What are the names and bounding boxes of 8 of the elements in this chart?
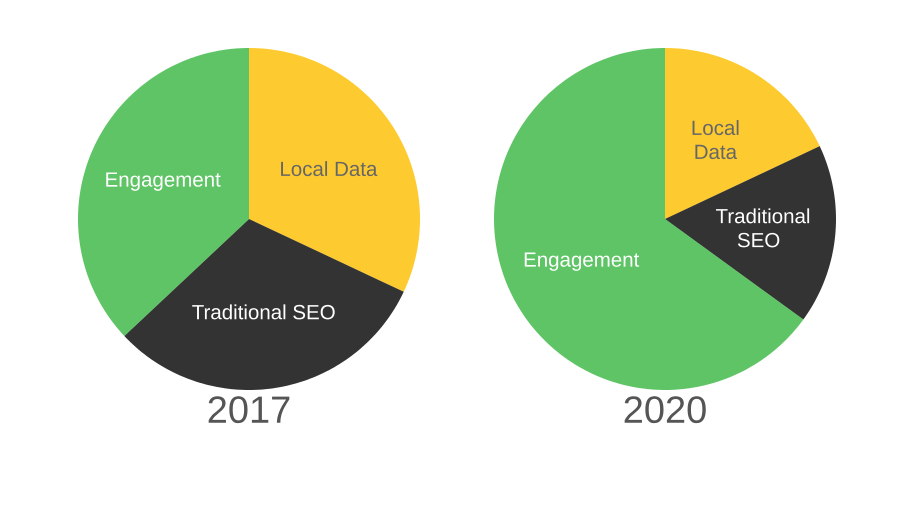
text: 2017 bbox=[208, 396, 290, 424]
slice-label: Traditional SEO bbox=[716, 208, 810, 248]
slice-label: Engagement bbox=[106, 172, 221, 191]
text: 2020 bbox=[624, 396, 706, 424]
slice-label: Traditional SEO bbox=[192, 304, 335, 320]
slice-label: Local Data bbox=[692, 120, 739, 160]
slice-label: Engagement bbox=[524, 252, 640, 271]
slice-label: Local Data bbox=[281, 161, 378, 176]
